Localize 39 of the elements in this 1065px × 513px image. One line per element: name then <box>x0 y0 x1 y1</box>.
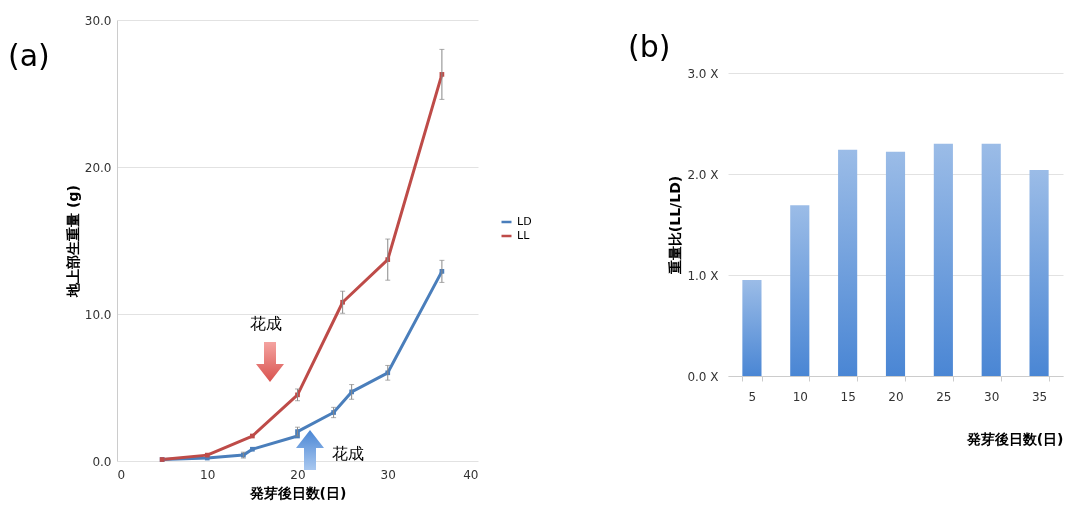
y-tick-label: 30.0 <box>84 13 112 28</box>
annotation: 花成 <box>332 444 364 465</box>
annotation: 花成 <box>250 314 282 335</box>
legend-label: LL <box>517 229 531 242</box>
x-tick-label: 15 <box>840 389 856 404</box>
x-tick-label: 40 <box>463 467 479 482</box>
y-axis-title: 地上部生重量 (g) <box>64 185 81 298</box>
bar <box>1029 169 1049 376</box>
x-tick-label: 35 <box>1031 389 1048 404</box>
y-axis-title: 重量比(LL/LD) <box>667 175 684 276</box>
x-axis-title: 発芽後日数(日) <box>965 430 1064 447</box>
x-tick-label: 10 <box>200 467 216 482</box>
x-tick-label: 10 <box>792 389 808 404</box>
y-tick-label: 20.0 <box>84 160 112 175</box>
bar <box>933 143 953 376</box>
y-tick-label: 10.0 <box>84 307 112 322</box>
x-axis-title: 発芽後日数(日) <box>248 484 347 501</box>
chart-title: (b) <box>628 29 671 64</box>
bar <box>981 143 1001 376</box>
x-tick-label: 20 <box>888 389 904 404</box>
x-tick-label: 0 <box>117 467 126 482</box>
legend-label: LD <box>517 215 532 228</box>
x-tick-label: 20 <box>290 467 306 482</box>
x-tick-label: 30 <box>380 467 396 482</box>
x-tick-label: 25 <box>936 389 952 404</box>
point <box>250 433 255 439</box>
y-tick-label: 2.0 X <box>687 167 719 182</box>
y-tick-label: 0.0 X <box>687 369 719 384</box>
y-tick-label: 0.0 <box>92 454 112 469</box>
text: (a) <box>8 38 50 73</box>
bar <box>885 151 906 376</box>
y-tick-label: 3.0 X <box>687 66 719 81</box>
y-tick-label: 1.0 X <box>687 268 719 283</box>
bar <box>838 149 858 376</box>
x-tick-label: 5 <box>748 389 757 404</box>
bar <box>742 280 762 376</box>
point <box>250 446 255 452</box>
bar <box>790 205 810 376</box>
x-tick-label: 30 <box>984 389 1000 404</box>
